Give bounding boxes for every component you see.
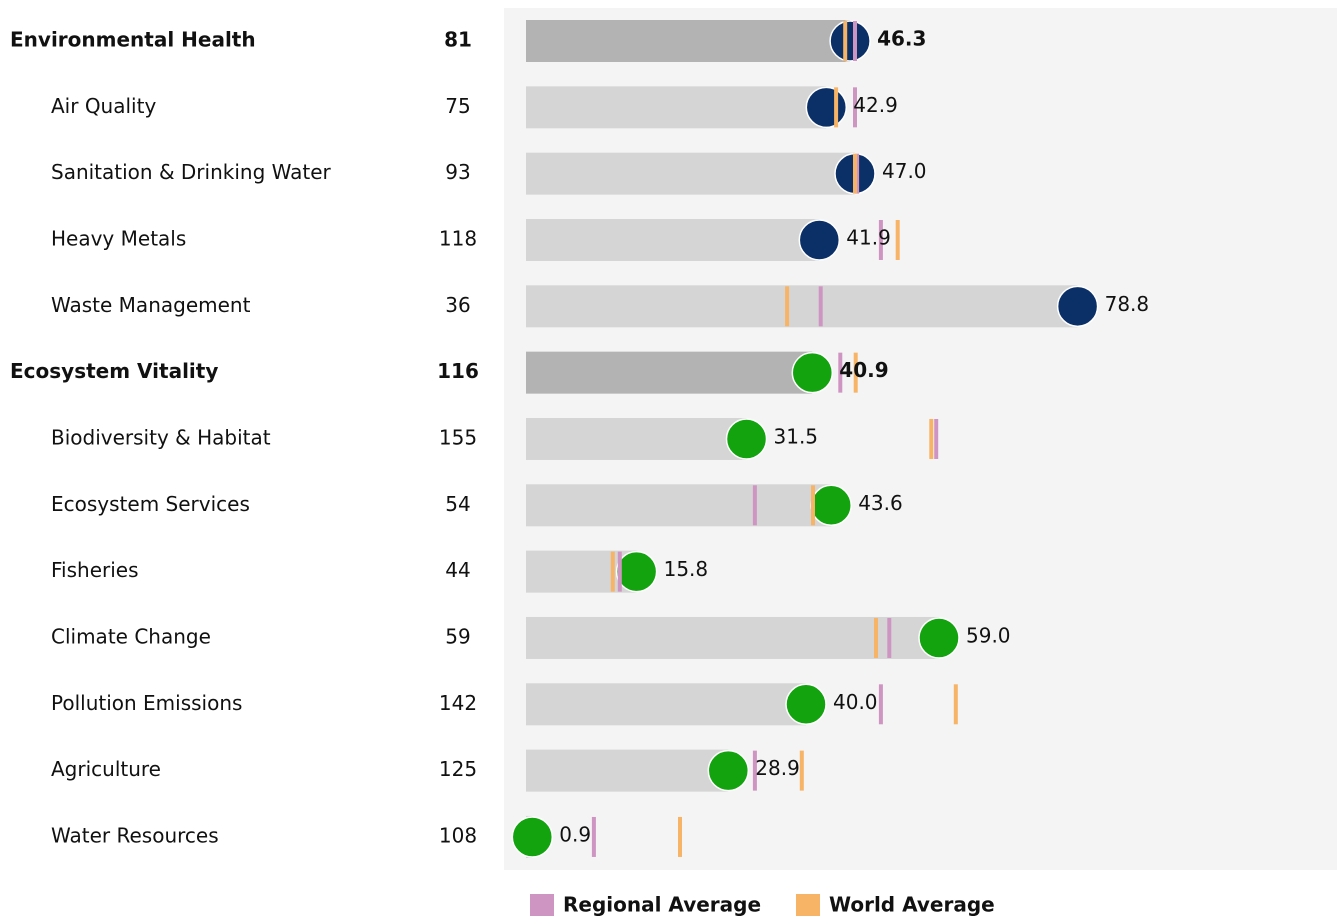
regional-marker [887, 617, 892, 658]
row-label: Heavy Metals [51, 226, 186, 250]
row-label: Agriculture [51, 757, 161, 781]
value-label: 41.9 [846, 225, 891, 249]
row-label: Pollution Emissions [51, 691, 242, 715]
world-marker [853, 153, 857, 194]
value-label: 0.9 [559, 822, 591, 846]
score-dot [791, 351, 834, 394]
bar [526, 484, 832, 527]
rank: 125 [439, 757, 477, 781]
world-marker [929, 418, 934, 459]
value-label: 42.9 [853, 93, 898, 117]
row-label: Air Quality [51, 94, 156, 118]
rank: 93 [445, 160, 470, 184]
score-dot [785, 683, 827, 726]
regional-marker [818, 286, 823, 327]
score-dot [798, 219, 841, 261]
rank: 81 [444, 28, 472, 52]
world-marker [785, 286, 790, 327]
world-marker [853, 352, 858, 393]
bar [526, 351, 813, 394]
bar [526, 152, 855, 195]
regional-marker [752, 750, 757, 791]
score-dot [918, 617, 960, 659]
row-label: Fisheries [51, 558, 139, 582]
value-label: 43.6 [858, 491, 903, 515]
world-marker [953, 684, 958, 725]
value-label: 15.8 [664, 557, 709, 581]
score-dot [805, 86, 848, 129]
world-marker [895, 219, 900, 260]
regional-marker [878, 684, 883, 725]
value-label: 47.0 [882, 159, 927, 183]
regional-marker [934, 418, 939, 459]
legend-label: Regional Average [563, 893, 761, 917]
world-marker [811, 485, 815, 526]
world-marker [678, 816, 682, 857]
row-label: Water Resources [51, 823, 219, 847]
bar [526, 86, 827, 129]
score-dot [829, 20, 871, 62]
regional-marker [878, 219, 883, 260]
world-marker [799, 750, 804, 791]
row-label: Biodiversity & Habitat [51, 425, 271, 449]
score-dot [707, 749, 750, 792]
bar [526, 616, 939, 659]
value-label: 78.8 [1105, 292, 1150, 316]
value-label: 40.0 [833, 690, 878, 714]
rank: 75 [445, 94, 470, 118]
score-dot [725, 418, 768, 460]
rank: 155 [439, 425, 477, 449]
score-dot [615, 550, 658, 593]
bar [526, 683, 806, 726]
bar [526, 20, 851, 62]
rank: 142 [439, 691, 477, 715]
regional-marker [838, 352, 843, 393]
rank: 108 [439, 823, 477, 847]
row-label: Ecosystem Services [51, 492, 250, 516]
regional-marker [591, 816, 596, 857]
value-label: 46.3 [877, 27, 926, 51]
world-marker [874, 617, 878, 658]
score-dot [1056, 285, 1099, 328]
world-marker [834, 87, 839, 128]
bar [526, 749, 729, 792]
legend-swatch [530, 894, 554, 916]
score-dot [511, 816, 554, 858]
rank: 54 [445, 492, 470, 516]
row-label: Ecosystem Vitality [10, 359, 218, 383]
rank: 59 [445, 624, 470, 648]
regional-marker [855, 153, 860, 194]
regional-marker [752, 485, 757, 526]
world-marker [843, 21, 848, 61]
rank: 116 [437, 359, 479, 383]
row-label: Climate Change [51, 624, 211, 648]
regional-marker [853, 21, 857, 61]
world-marker [610, 551, 615, 592]
value-label: 59.0 [966, 623, 1011, 647]
row-label: Sanitation & Drinking Water [51, 160, 332, 184]
legend-swatch [796, 894, 820, 916]
rank: 118 [439, 226, 477, 250]
value-label: 28.9 [755, 756, 800, 780]
rank: 36 [445, 293, 470, 317]
rank: 44 [445, 558, 470, 582]
row-label: Waste Management [51, 293, 251, 317]
row-label: Environmental Health [10, 28, 256, 52]
value-label: 40.9 [839, 358, 888, 382]
bar [526, 285, 1078, 328]
regional-marker [617, 551, 622, 592]
regional-marker [853, 87, 857, 128]
legend-label: World Average [829, 893, 995, 917]
value-label: 31.5 [774, 424, 819, 448]
score-dot [810, 484, 852, 527]
bar [526, 417, 747, 460]
bar [526, 218, 820, 261]
